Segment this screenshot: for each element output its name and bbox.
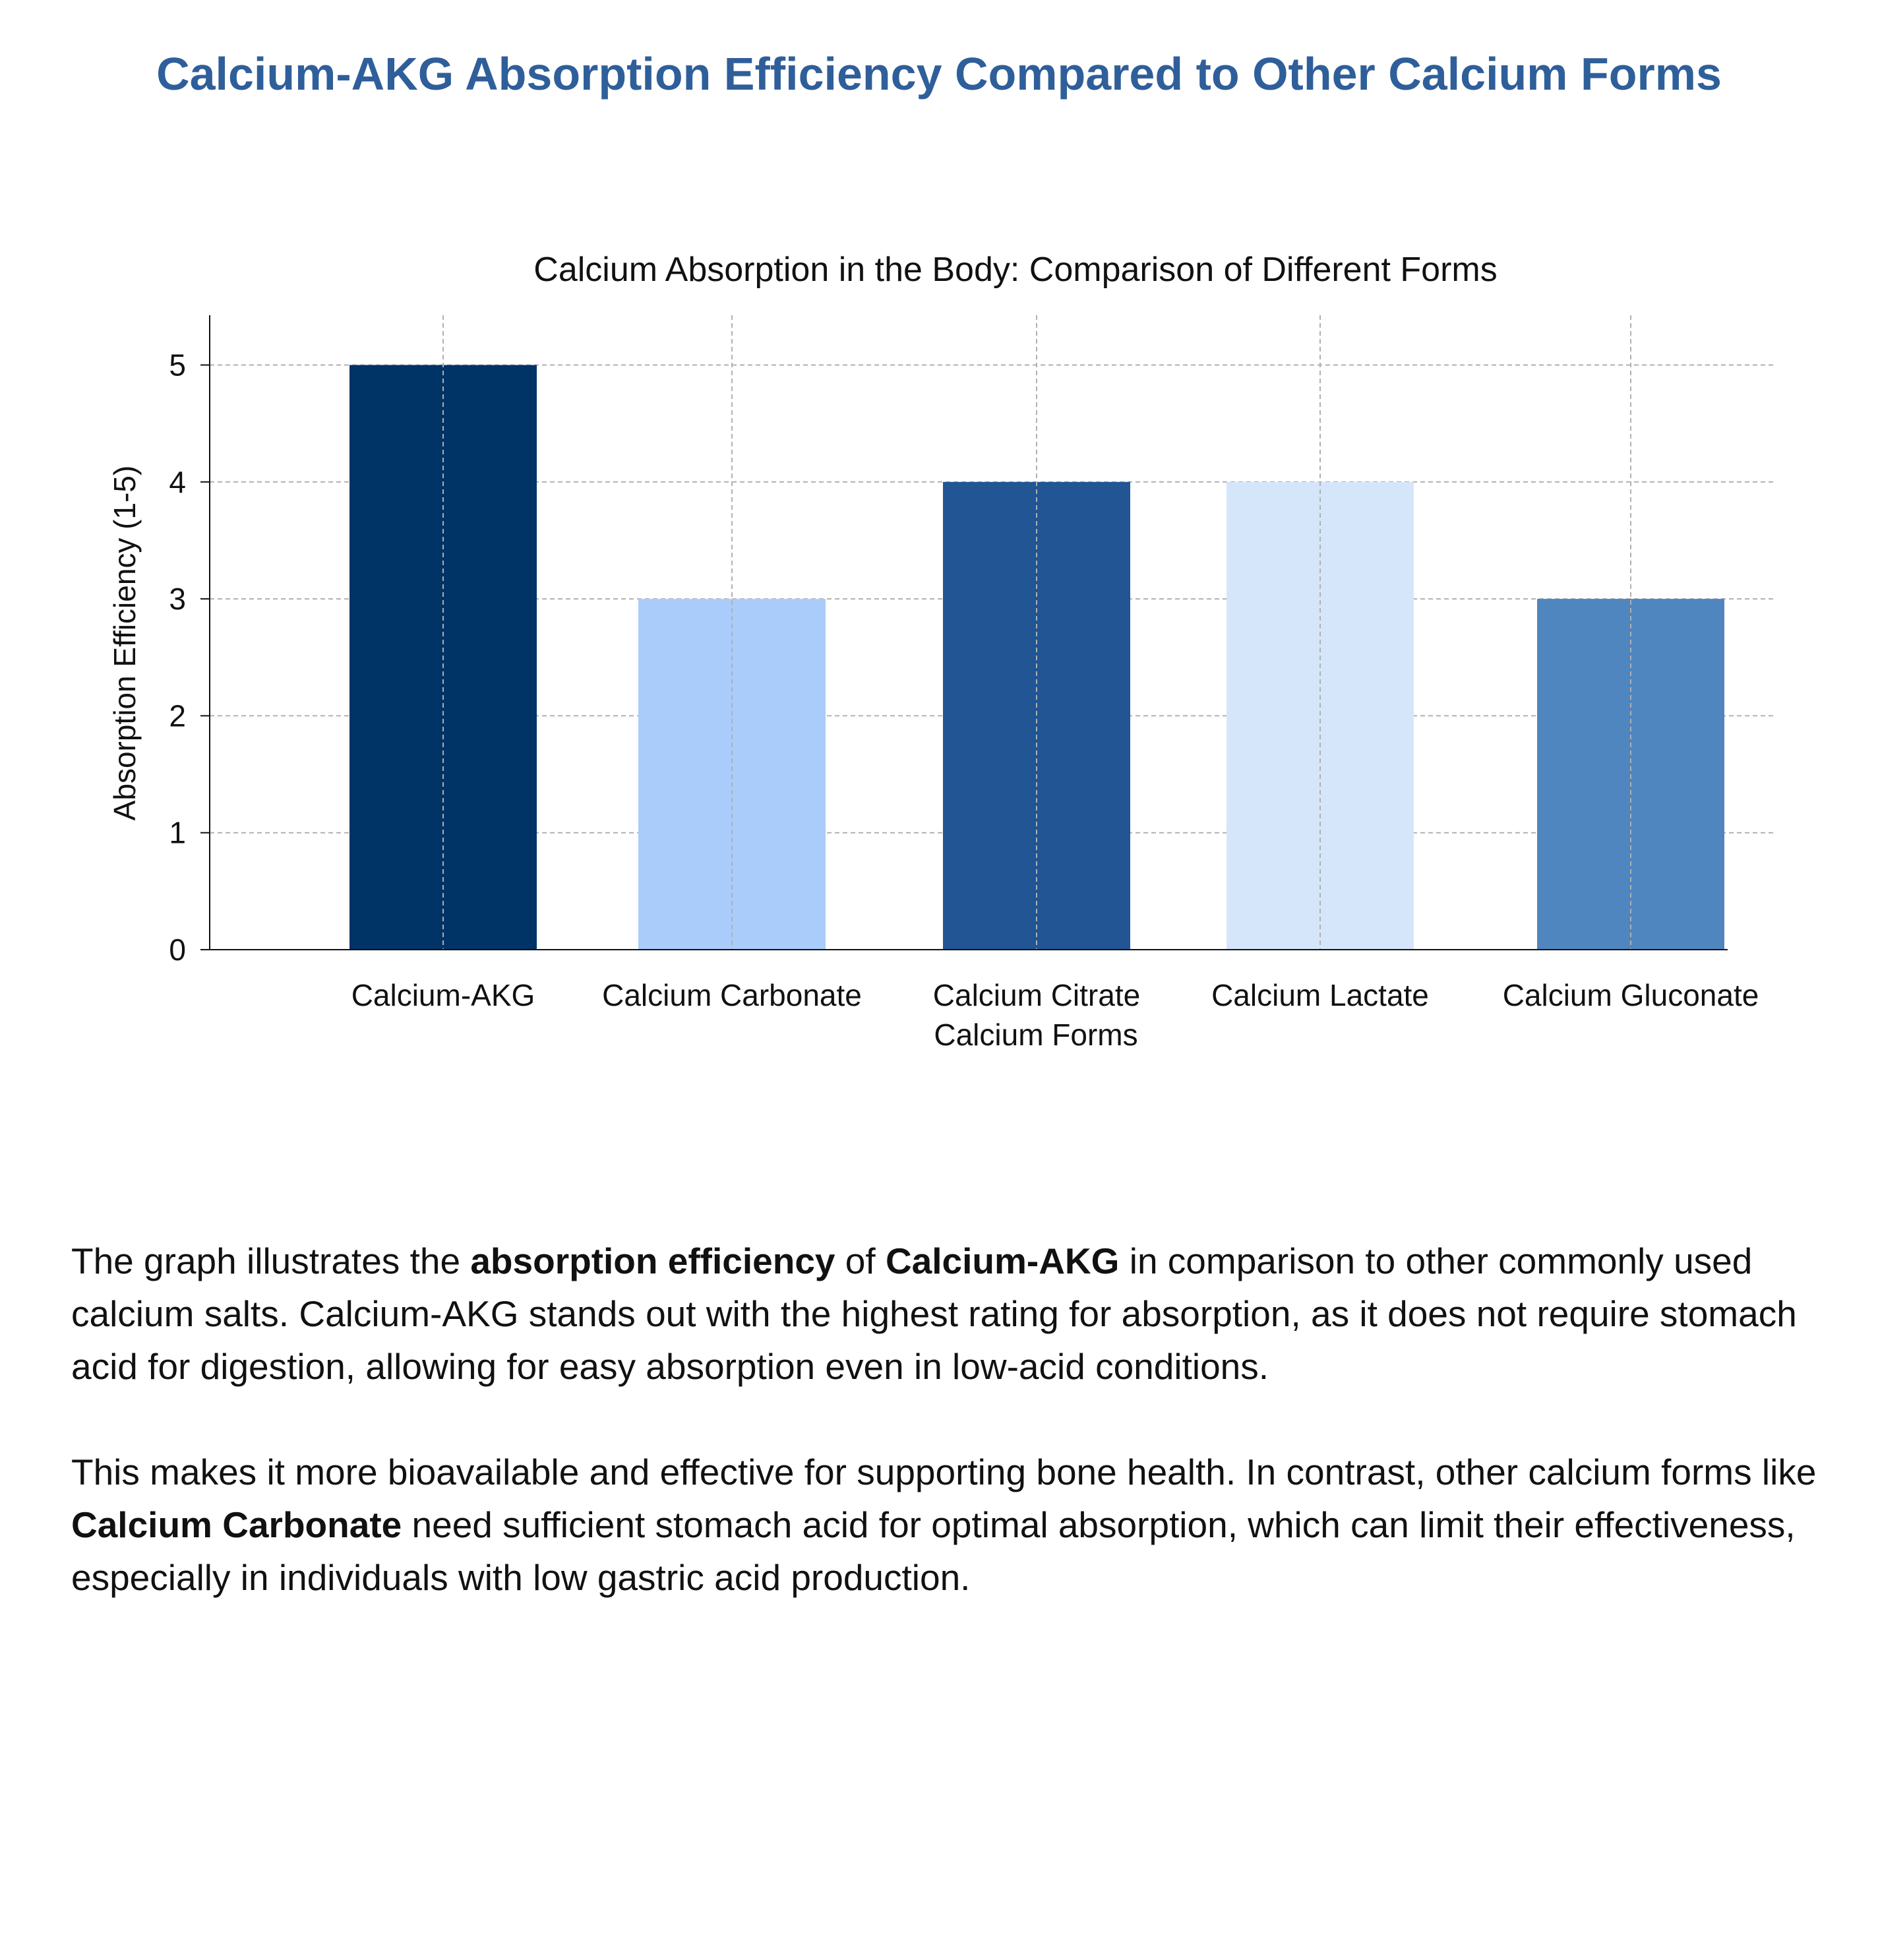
x-tick-labels: Calcium-AKG Calcium Carbonate Calcium Citr… [351, 978, 1759, 1012]
y-tick-label: 2 [169, 698, 186, 733]
description-text: need sufficient stomach acid for optimal… [71, 1504, 1796, 1598]
x-tick-label: Calcium-AKG [351, 978, 535, 1012]
description-bold-calcium-carbonate: Calcium Carbonate [71, 1504, 402, 1545]
axes [200, 315, 1728, 950]
description-bold-calcium-akg: Calcium-AKG [885, 1240, 1120, 1281]
description-text: of [835, 1240, 886, 1281]
description-text: This makes it more bioavailable and effe… [71, 1452, 1817, 1492]
chart-title: Calcium Absorption in the Body: Comparis… [533, 251, 1497, 289]
x-tick-label: Calcium Lactate [1211, 978, 1429, 1012]
x-axis-label: Calcium Forms [934, 1018, 1137, 1052]
y-tick-label: 4 [169, 465, 186, 499]
description-bold-absorption-efficiency: absorption efficiency [470, 1240, 835, 1281]
y-tick-label: 0 [169, 933, 186, 967]
x-tick-label: Calcium Carbonate [602, 978, 862, 1012]
x-tick-label: Calcium Gluconate [1503, 978, 1759, 1012]
y-axis-label: Absorption Efficiency (1-5) [107, 466, 142, 821]
description-text: in comparison to other commonly used cal… [71, 1240, 1797, 1387]
bar-chart: Calcium Absorption in the Body: Comparis… [107, 251, 1774, 1052]
y-tick-label: 5 [169, 348, 186, 382]
description: The graph illustrates the absorption eff… [71, 1235, 1825, 1657]
y-tick-labels: 0 1 2 3 4 5 [169, 348, 186, 967]
description-paragraph-2: This makes it more bioavailable and effe… [71, 1446, 1825, 1604]
y-tick-label: 1 [169, 816, 186, 850]
page-title: Calcium-AKG Absorption Efficiency Compar… [156, 48, 1722, 100]
description-text: The graph illustrates the [71, 1240, 471, 1281]
description-paragraph-1: The graph illustrates the absorption eff… [71, 1235, 1825, 1393]
x-tick-label: Calcium Citrate [933, 978, 1140, 1012]
y-tick-label: 3 [169, 582, 186, 616]
vertical-grid-lines [442, 315, 1631, 950]
